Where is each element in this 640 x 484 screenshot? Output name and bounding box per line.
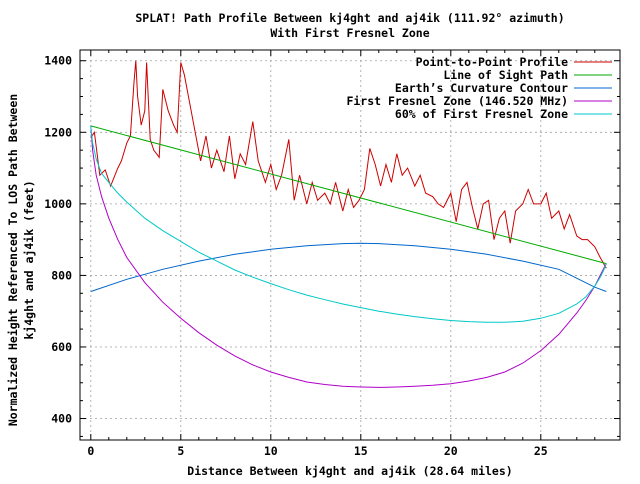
y-tick-label-4: 1200	[44, 125, 72, 139]
x-tick-label-2: 10	[264, 444, 278, 458]
x-tick-label-4: 20	[444, 444, 458, 458]
chart-title-line2: With First Fresnel Zone	[270, 26, 429, 40]
legend-label-curvature: Earth’s Curvature Contour	[395, 81, 568, 95]
series-line-fresnel60	[90, 125, 607, 323]
plot-frame	[79, 49, 621, 441]
legend-label-profile: Point-to-Point Profile	[416, 55, 568, 69]
legend-label-fresnel60: 60% of First Fresnel Zone	[395, 107, 568, 121]
chart-title-line1: SPLAT! Path Profile Between kj4ght and a…	[135, 11, 564, 25]
series-line-fresnel	[90, 125, 607, 388]
x-tick-label-3: 15	[354, 444, 368, 458]
x-axis-label: Distance Between kj4ght and aj4ik (28.64…	[187, 464, 512, 478]
x-tick-label-0: 0	[87, 444, 94, 458]
y-axis-label-line1: Normalized Height Referenced To LOS Path…	[6, 94, 20, 426]
x-tick-label-1: 5	[177, 444, 184, 458]
series-layer	[90, 60, 607, 388]
y-axis-label-line2: kj4ght and aj4ik (feet)	[22, 180, 36, 339]
y-tick-label-2: 800	[51, 268, 72, 282]
y-tick-label-0: 400	[51, 412, 72, 426]
y-tick-label-5: 1400	[44, 54, 72, 68]
y-tick-label-3: 1000	[44, 197, 72, 211]
x-tick-label-5: 25	[534, 444, 548, 458]
legend-label-los: Line of Sight Path	[443, 68, 568, 82]
legend-label-fresnel: First Fresnel Zone (146.520 MHz)	[346, 94, 568, 108]
series-line-los	[90, 125, 607, 265]
grid-layer	[80, 50, 620, 440]
series-line-curvature	[90, 242, 607, 292]
y-tick-label-1: 600	[51, 340, 72, 354]
series-line-profile	[90, 60, 607, 269]
axes-layer: 0 5 10 15 20 25 400 600 800 1000 1200 1400	[44, 49, 621, 458]
